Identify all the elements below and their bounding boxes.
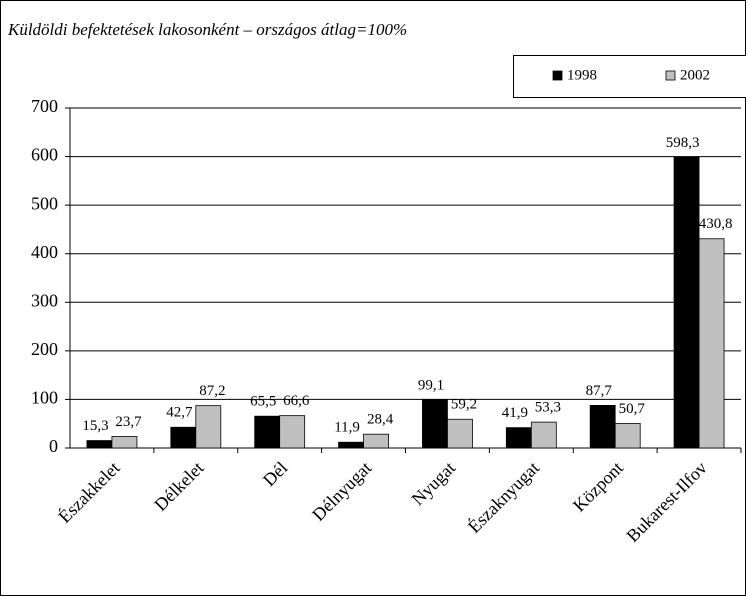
value-label: 15,3 bbox=[82, 418, 108, 434]
bar bbox=[363, 433, 389, 449]
y-tick-label: 0 bbox=[49, 436, 58, 456]
value-label: 50,7 bbox=[619, 401, 646, 417]
value-label: 53,3 bbox=[535, 400, 561, 416]
bar bbox=[254, 415, 281, 449]
bar bbox=[279, 415, 306, 449]
bar bbox=[447, 418, 473, 449]
y-tick-label: 400 bbox=[31, 242, 58, 262]
bar bbox=[195, 405, 222, 449]
value-label: 42,7 bbox=[166, 405, 193, 421]
value-label: 87,2 bbox=[199, 383, 225, 399]
legend-swatch bbox=[665, 70, 676, 81]
y-tick-label: 200 bbox=[31, 339, 58, 359]
value-label: 28,4 bbox=[367, 412, 394, 428]
y-tick-label: 600 bbox=[31, 145, 58, 165]
value-label: 87,7 bbox=[586, 383, 613, 399]
value-label: 598,3 bbox=[666, 135, 700, 151]
bar bbox=[111, 436, 138, 449]
y-tick-label: 300 bbox=[31, 290, 58, 310]
bar bbox=[338, 441, 364, 449]
value-label: 430,8 bbox=[699, 216, 733, 232]
bar bbox=[422, 399, 448, 449]
legend-label: 1998 bbox=[567, 67, 597, 83]
legend-swatch bbox=[552, 70, 563, 81]
legend-label: 2002 bbox=[680, 67, 710, 83]
y-tick-label: 700 bbox=[31, 96, 58, 116]
bar bbox=[673, 156, 700, 449]
bar bbox=[170, 426, 197, 449]
legend-box bbox=[513, 55, 746, 98]
y-tick-label: 100 bbox=[31, 388, 58, 408]
value-label: 41,9 bbox=[502, 405, 528, 421]
value-label: 11,9 bbox=[334, 420, 360, 436]
bar bbox=[614, 422, 641, 449]
bar bbox=[530, 421, 557, 449]
value-label: 23,7 bbox=[115, 414, 142, 430]
bar bbox=[86, 440, 113, 449]
value-label: 65,5 bbox=[250, 394, 276, 410]
value-label: 99,1 bbox=[418, 377, 444, 393]
chart-title: Küldöldi befektetések lakosonként – orsz… bbox=[7, 20, 407, 39]
y-tick-label: 500 bbox=[31, 193, 58, 213]
bar bbox=[589, 405, 616, 449]
value-label: 59,2 bbox=[451, 397, 477, 413]
bar bbox=[698, 238, 725, 449]
value-label: 66,6 bbox=[283, 393, 310, 409]
bar bbox=[505, 427, 532, 449]
